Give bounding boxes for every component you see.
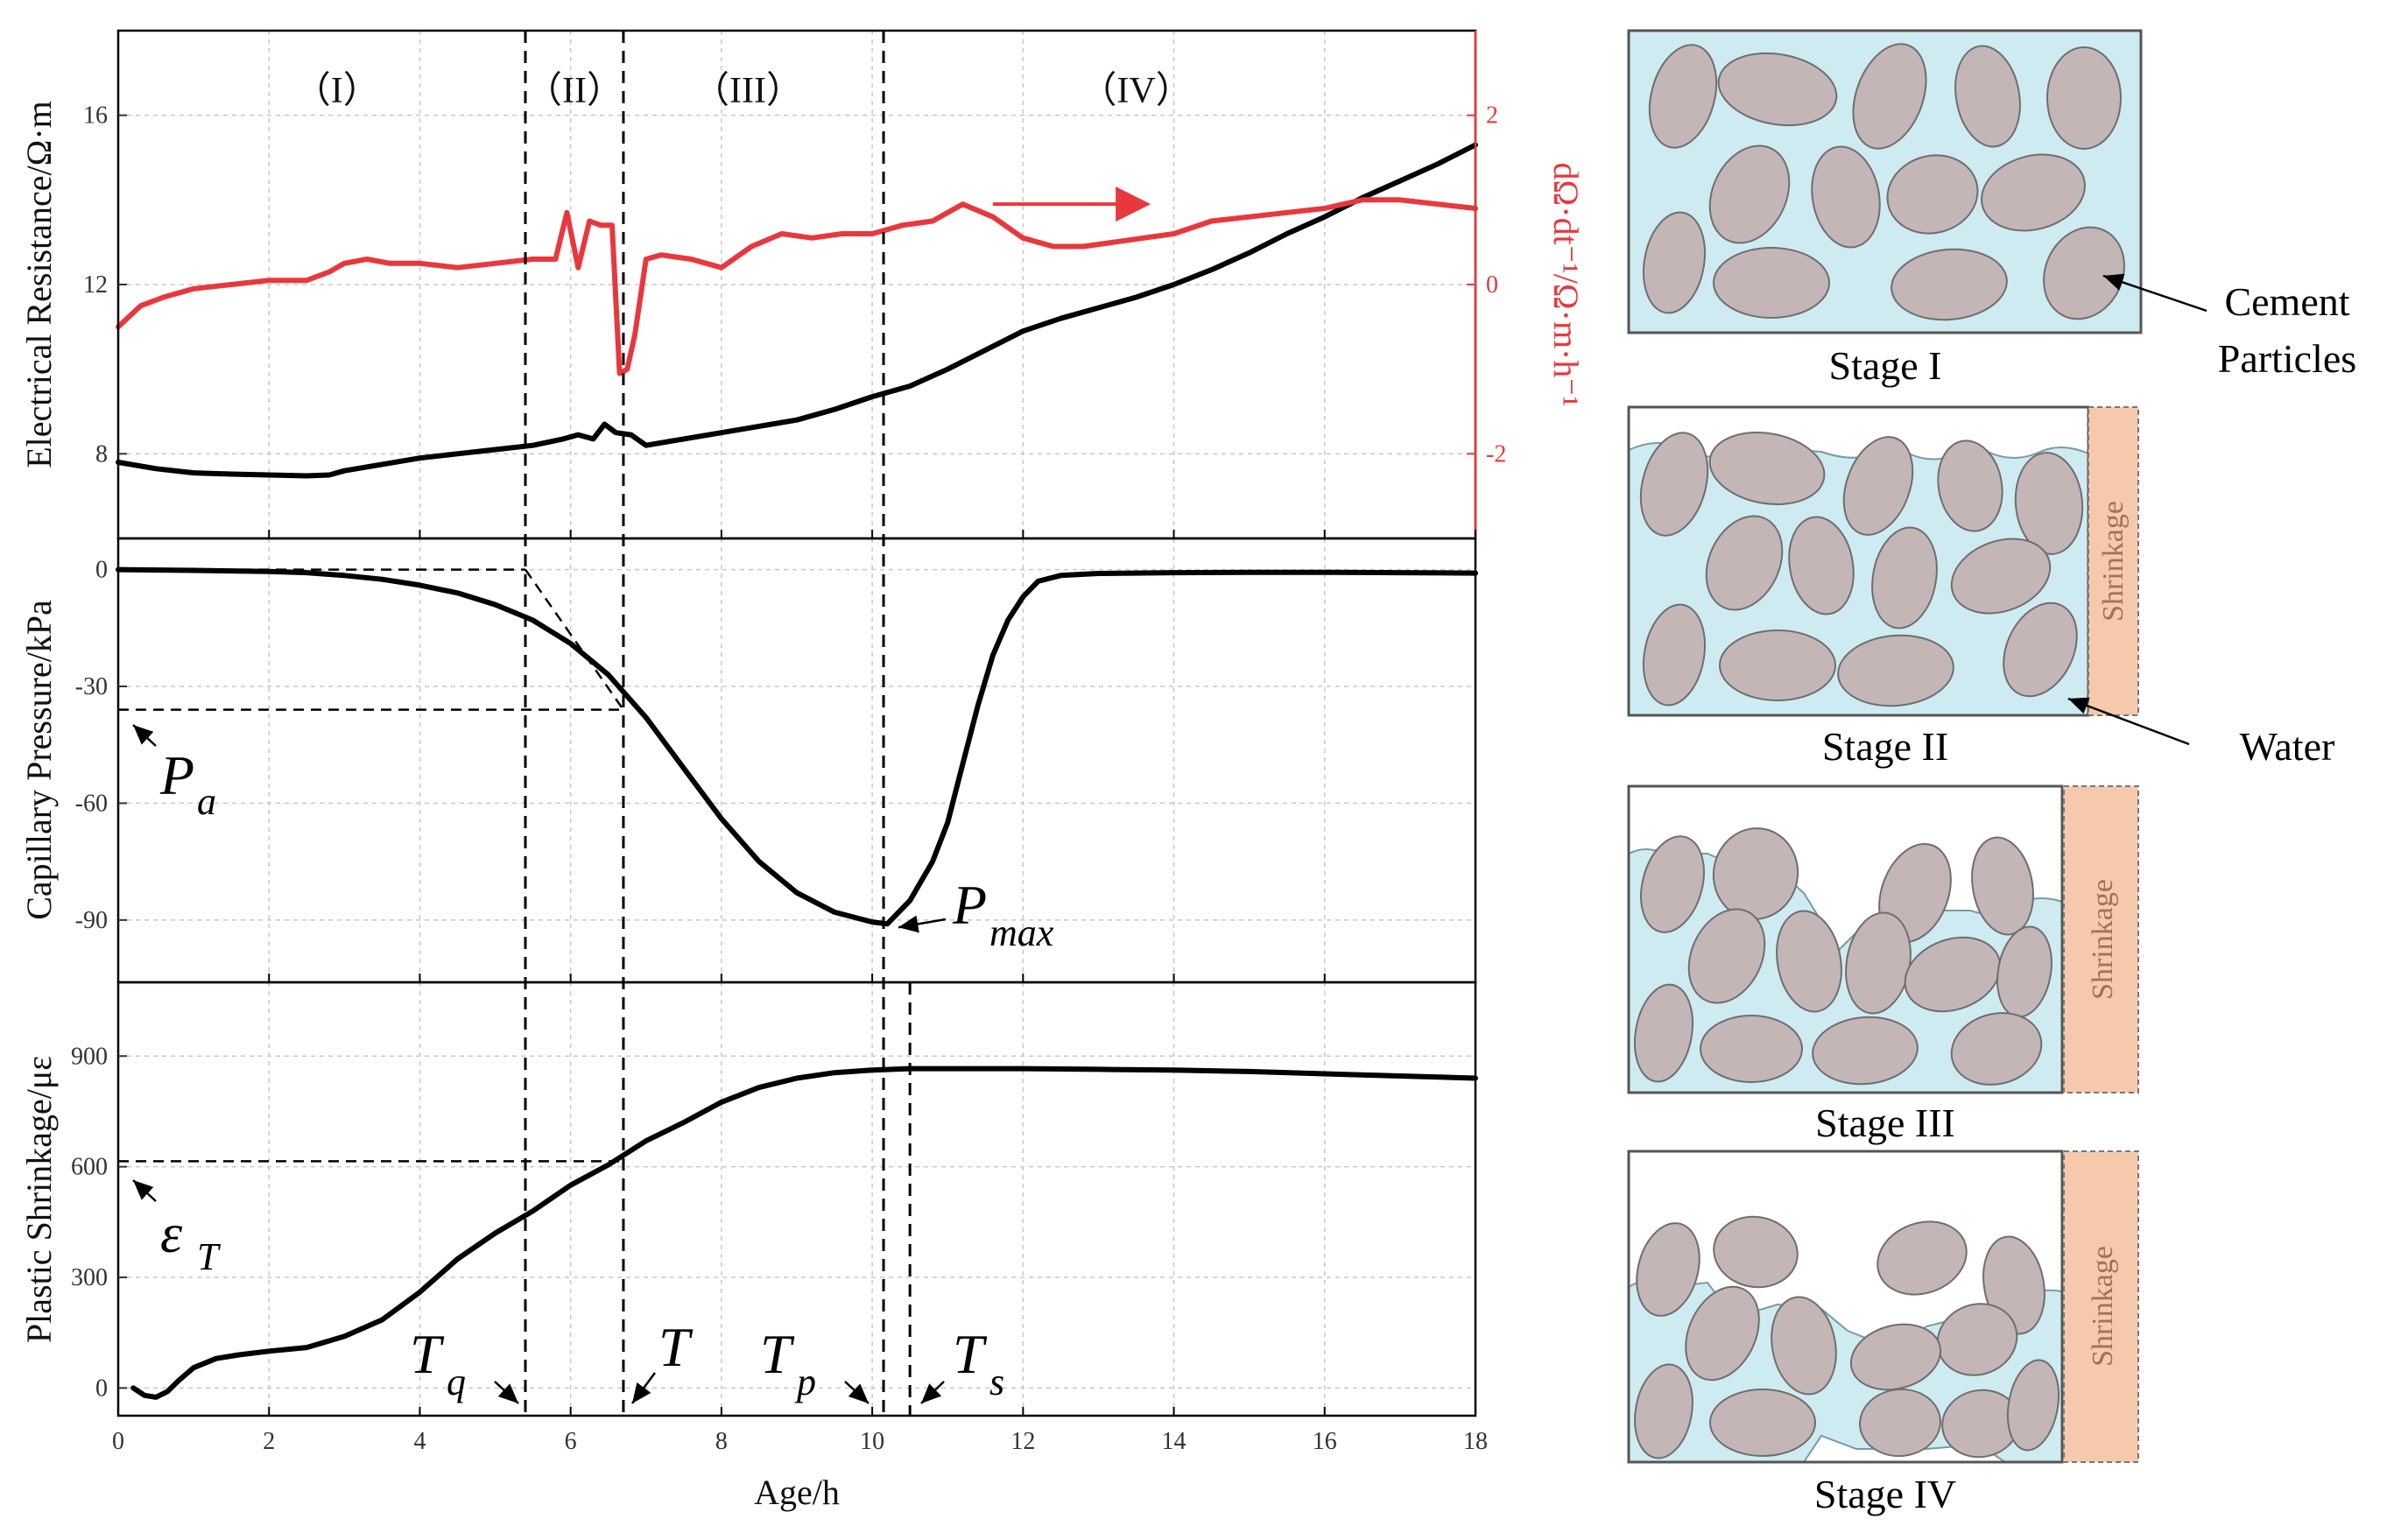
- x-tick-label-16: 16: [1313, 1428, 1337, 1455]
- x-tick-label-0: 0: [112, 1428, 124, 1455]
- y-shr-tick-label-900: 900: [71, 1043, 108, 1070]
- stage-label-1: （I）: [294, 71, 380, 111]
- stage-label-4: （IV）: [1080, 71, 1192, 111]
- series-capillary-pressure: [116, 566, 1478, 927]
- y-res-tick-label-16: 16: [83, 102, 108, 130]
- pa-label: P: [159, 744, 194, 806]
- time-marker-label-2: T: [760, 1323, 795, 1385]
- x-tick-label-2: 2: [263, 1428, 275, 1455]
- y-res-tick-label-12: 12: [83, 271, 108, 299]
- y-shr-tick-label-300: 300: [71, 1264, 108, 1291]
- y-axis-title-resistance: Electrical Resistance/Ω·m: [19, 101, 59, 468]
- eps-label: ε: [160, 1202, 183, 1264]
- x-tick-label-6: 6: [565, 1428, 577, 1455]
- stage-4-panel: Shrinkage Stage IV: [1627, 1150, 2139, 1516]
- y-shr-tick-label-600: 600: [71, 1154, 108, 1181]
- panel-frame-shrinkage: [116, 981, 1477, 1417]
- label-layer: （I） （II） （III） （IV）: [294, 71, 1193, 111]
- time-marker-arrow-1: [630, 1372, 657, 1404]
- gridlines: [118, 31, 1475, 1416]
- pmax-label: P: [952, 874, 987, 936]
- stage-label-2: （II）: [525, 71, 623, 111]
- pa-arrow: [132, 724, 157, 747]
- y2-deriv-tick-label--2: -2: [1486, 440, 1506, 468]
- series-resistance-derivative: [116, 197, 1478, 376]
- time-marker-sub-2: p: [794, 1361, 816, 1403]
- panel-frame-capillary: [116, 537, 1477, 984]
- cement-callout-line2: Particles: [2218, 336, 2356, 381]
- time-marker-label-3: T: [953, 1323, 988, 1385]
- x-tick-label-10: 10: [860, 1428, 884, 1455]
- y-axis-title-capillary: Capillary Pressure/kPa: [19, 600, 59, 920]
- water-callout-label: Water: [2240, 724, 2335, 769]
- stage-3-particles: [1634, 827, 2052, 1086]
- y-cap-tick-label--60: -60: [75, 790, 108, 817]
- pa-subscript: a: [197, 780, 216, 823]
- x-tick-label-4: 4: [413, 1428, 426, 1455]
- stage-1-caption: Stage I: [1828, 343, 1941, 388]
- pmax-subscript: max: [989, 911, 1054, 954]
- time-marker-sub-0: q: [447, 1361, 466, 1403]
- eps-subscript: T: [197, 1235, 222, 1278]
- time-marker-arrow-0: [494, 1381, 519, 1404]
- time-marker-label-1: T: [658, 1316, 694, 1378]
- stage-2-particles: [1639, 431, 2084, 707]
- pmax-arrow: [898, 915, 947, 933]
- time-marker-sub-3: s: [989, 1361, 1004, 1403]
- tangent-line: [524, 568, 624, 711]
- stage-4-shrinkage-label: Shrinkage: [2087, 1246, 2119, 1367]
- stage-1-panel: Stage I Cement Particles: [1627, 29, 2356, 388]
- stage-3-shrinkage-bar: [2063, 785, 2139, 1093]
- y-cap-tick-label--30: -30: [75, 673, 108, 700]
- stage-1-particles: [1643, 43, 2125, 321]
- cement-callout-arrow: [2102, 273, 2207, 313]
- x-axis-title: Age/h: [754, 1473, 840, 1512]
- stage-3-panel: Shrinkage Stage III: [1627, 784, 2139, 1145]
- schematic: Stage I Cement Particles Shrinkage: [1627, 29, 2356, 1516]
- time-marker-arrow-3: [920, 1381, 945, 1404]
- stage-4-caption: Stage IV: [1814, 1472, 1956, 1516]
- time-marker-label-0: T: [410, 1323, 445, 1385]
- stage-4-shrinkage-bar: [2063, 1150, 2139, 1463]
- y2-deriv-tick-label-0: 0: [1486, 271, 1498, 299]
- x-tick-label-8: 8: [715, 1428, 728, 1455]
- y-axis-title-shrinkage: Plastic Shrinkage/με: [19, 1056, 59, 1343]
- x-tick-label-12: 12: [1010, 1428, 1035, 1455]
- y2-axis-title-derivative: dΩ·dt⁻¹/Ω·m·h⁻¹: [1546, 163, 1586, 407]
- stage-2-shrinkage-bar: [2088, 406, 2139, 716]
- stage-3-shrinkage-label: Shrinkage: [2087, 879, 2119, 1000]
- stage-3-caption: Stage III: [1815, 1101, 1955, 1145]
- y-cap-tick-label--90: -90: [75, 907, 108, 934]
- tick-layer: 0 2 4 6 8 10 12 14 16 18 8 12 16 -2 0 2 0 -30 -60 -90 0 300 60…: [71, 102, 1506, 1455]
- stage-2-shrinkage-label: Shrinkage: [2097, 501, 2130, 622]
- time-marker-arrow-2: [844, 1381, 870, 1404]
- cement-callout-line1: Cement: [2224, 279, 2349, 324]
- series-electrical-resistance: [116, 142, 1478, 479]
- series-plastic-shrinkage: [130, 1065, 1478, 1400]
- water-callout-arrow: [2067, 697, 2190, 746]
- y2-deriv-tick-label-2: 2: [1486, 102, 1498, 130]
- y-shr-tick-label-0: 0: [95, 1375, 108, 1402]
- stage-4-particles: [1634, 1215, 2060, 1459]
- x-tick-label-14: 14: [1162, 1428, 1186, 1455]
- stage-2-caption: Stage II: [1822, 724, 1948, 769]
- chart-area: 0 2 4 6 8 10 12 14 16 18 8 12 16 -2 0 2 0 -30 -60 -90 0 300 60…: [19, 29, 1586, 1512]
- y-res-tick-label-8: 8: [95, 440, 108, 468]
- stage-label-3: （III）: [693, 71, 803, 111]
- stage-2-panel: Shrinkage Stage II Water: [1627, 405, 2335, 769]
- series-layer: [116, 142, 1478, 1400]
- y-cap-tick-label-0: 0: [95, 557, 108, 584]
- x-tick-label-18: 18: [1463, 1428, 1488, 1455]
- eps-arrow: [132, 1179, 157, 1202]
